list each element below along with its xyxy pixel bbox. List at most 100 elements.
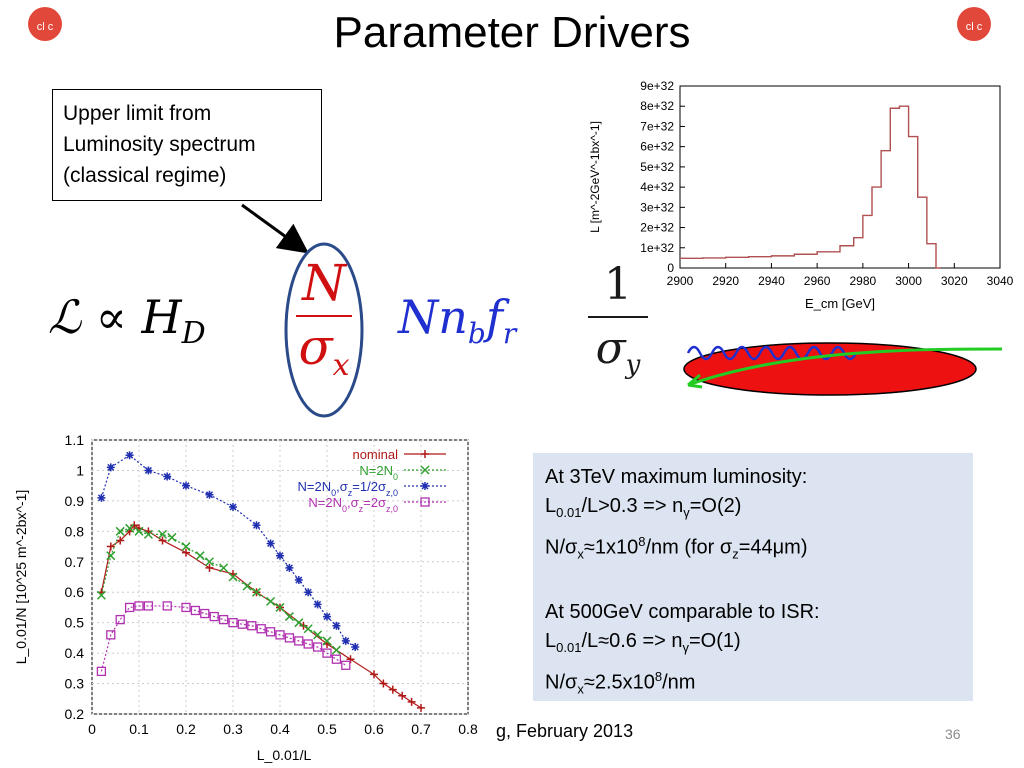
data-point-x — [143, 529, 153, 539]
data-point-plus — [407, 697, 416, 706]
chart1-frame — [679, 85, 1001, 269]
info-l5b: /L≈0.6 => n — [581, 629, 683, 652]
data-point-star — [285, 563, 294, 572]
data-point-x — [284, 612, 294, 622]
data-point-plus — [421, 450, 429, 458]
clic-logo-left: cl c — [28, 7, 62, 41]
chart2-series-2 — [97, 451, 360, 652]
fraction-bar-y — [588, 316, 648, 318]
info-l2sub2: γ — [683, 505, 690, 520]
chart2-ytick-label: 1 — [76, 462, 84, 478]
formula-middle: Nnbfr — [398, 290, 516, 350]
chart1-xtick-label: 3040 — [987, 274, 1014, 288]
chart2-xtick-label: 0.5 — [317, 721, 337, 737]
data-point-x — [322, 636, 332, 646]
callout-box: Upper limit from Luminosity spectrum (cl… — [52, 89, 322, 201]
chart2-xtick-label: 0.7 — [411, 721, 431, 737]
data-point-star — [144, 466, 153, 475]
chart2-legend-label: N=2N0,σz=2σz,0 — [308, 495, 398, 514]
chart2-ytick-label: 0.4 — [65, 645, 85, 661]
data-point-x — [331, 645, 341, 655]
data-point-plus — [388, 685, 397, 694]
data-point-square — [228, 618, 238, 628]
chart1-ytick-label: 6e+32 — [640, 140, 674, 154]
data-point-square — [124, 602, 135, 613]
data-point-x — [115, 526, 125, 536]
data-point-square — [284, 633, 295, 643]
data-point-square — [420, 497, 430, 507]
formula-mid: Nn — [398, 290, 468, 344]
chart1-ytick-label: 5e+32 — [640, 160, 674, 174]
info-l6b: ≈2.5x10 — [583, 671, 655, 694]
data-point-x — [157, 529, 168, 539]
data-point-square — [341, 660, 351, 670]
callout-line-1: Upper limit from — [63, 102, 212, 125]
chart1-ytick-label: 1e+32 — [640, 241, 674, 255]
info-l5c: =O(1) — [689, 629, 741, 652]
data-point-x — [303, 624, 313, 634]
formula-sigma-sub: x — [332, 348, 350, 383]
data-point-square — [162, 601, 172, 611]
data-point-x — [134, 526, 144, 536]
chart1-ytick-label: 3e+32 — [640, 200, 674, 214]
data-point-square — [190, 605, 201, 616]
photon-wave — [686, 345, 858, 361]
formula-lhs: ℒ ∝ HD — [48, 290, 206, 351]
slide-title: Parameter Drivers — [333, 8, 691, 57]
info-l3sub: x — [577, 546, 584, 562]
data-point-star — [351, 643, 360, 652]
formula-lhs-text: ℒ ∝ H — [48, 290, 182, 344]
data-point-star — [313, 600, 322, 609]
data-point-star — [252, 521, 261, 530]
callout-arrow — [241, 203, 309, 254]
chart1-xtick-label: 2900 — [667, 274, 694, 288]
info-l6sup: 8 — [654, 668, 663, 684]
highlight-ellipse — [284, 242, 364, 418]
data-point-square — [106, 630, 116, 640]
info-l3a: N/σ — [545, 536, 578, 559]
chart2-xtick-label: 0.6 — [364, 721, 384, 737]
data-point-x — [125, 523, 135, 533]
chart2-xtick-label: 0.8 — [458, 721, 478, 737]
chart2-xtick-label: 0.3 — [223, 721, 243, 737]
page-number: 36 — [945, 726, 961, 742]
callout-line-3: (classical regime) — [63, 164, 227, 187]
data-point-square — [256, 624, 266, 634]
info-line-3: N/σx≈1x108/nm (for σz=44μm) — [545, 527, 961, 569]
data-point-square — [275, 630, 285, 640]
data-point-star — [323, 612, 331, 621]
data-point-plus — [182, 548, 190, 557]
formula-fraction-sigma-y: 1 σy — [588, 260, 648, 390]
chart1-series — [680, 105, 941, 269]
info-l2b: /L>0.3 => n — [581, 495, 684, 517]
data-point-star — [97, 493, 106, 502]
info-l2c: =O(2) — [689, 495, 742, 517]
chart2-ytick-label: 0.3 — [65, 676, 85, 692]
clic-logo-right: cl c — [957, 7, 991, 41]
logo-text: cl c — [966, 21, 983, 33]
fraction-bar — [296, 315, 352, 317]
data-point-plus — [379, 679, 388, 688]
data-point-plus — [417, 703, 425, 712]
chart2-legend-label: N=2N0 — [359, 463, 398, 482]
data-point-x — [106, 551, 116, 561]
data-point-square — [294, 636, 304, 646]
data-point-star — [304, 588, 313, 597]
data-point-square — [265, 627, 276, 637]
chart1-xtick-label: 2940 — [758, 274, 785, 288]
data-point-x — [219, 563, 229, 573]
data-point-square — [134, 601, 144, 611]
formula-N: N — [302, 254, 346, 312]
info-l3b: ≈1x10 — [583, 536, 639, 559]
chart2-ytick-label: 0.8 — [65, 523, 85, 539]
chart1-xtick-label: 2920 — [712, 274, 739, 288]
info-l5a: L — [545, 629, 557, 652]
chart2-series-1 — [96, 523, 341, 655]
info-l6c: /nm — [662, 671, 696, 694]
data-point-star — [229, 502, 237, 511]
data-point-plus — [205, 563, 214, 572]
info-l6sub: x — [577, 681, 584, 697]
chart1-xtick-label: 3000 — [895, 274, 922, 288]
chart1-ytick-label: 8e+32 — [640, 99, 674, 113]
info-l3sub2: z — [732, 546, 739, 562]
